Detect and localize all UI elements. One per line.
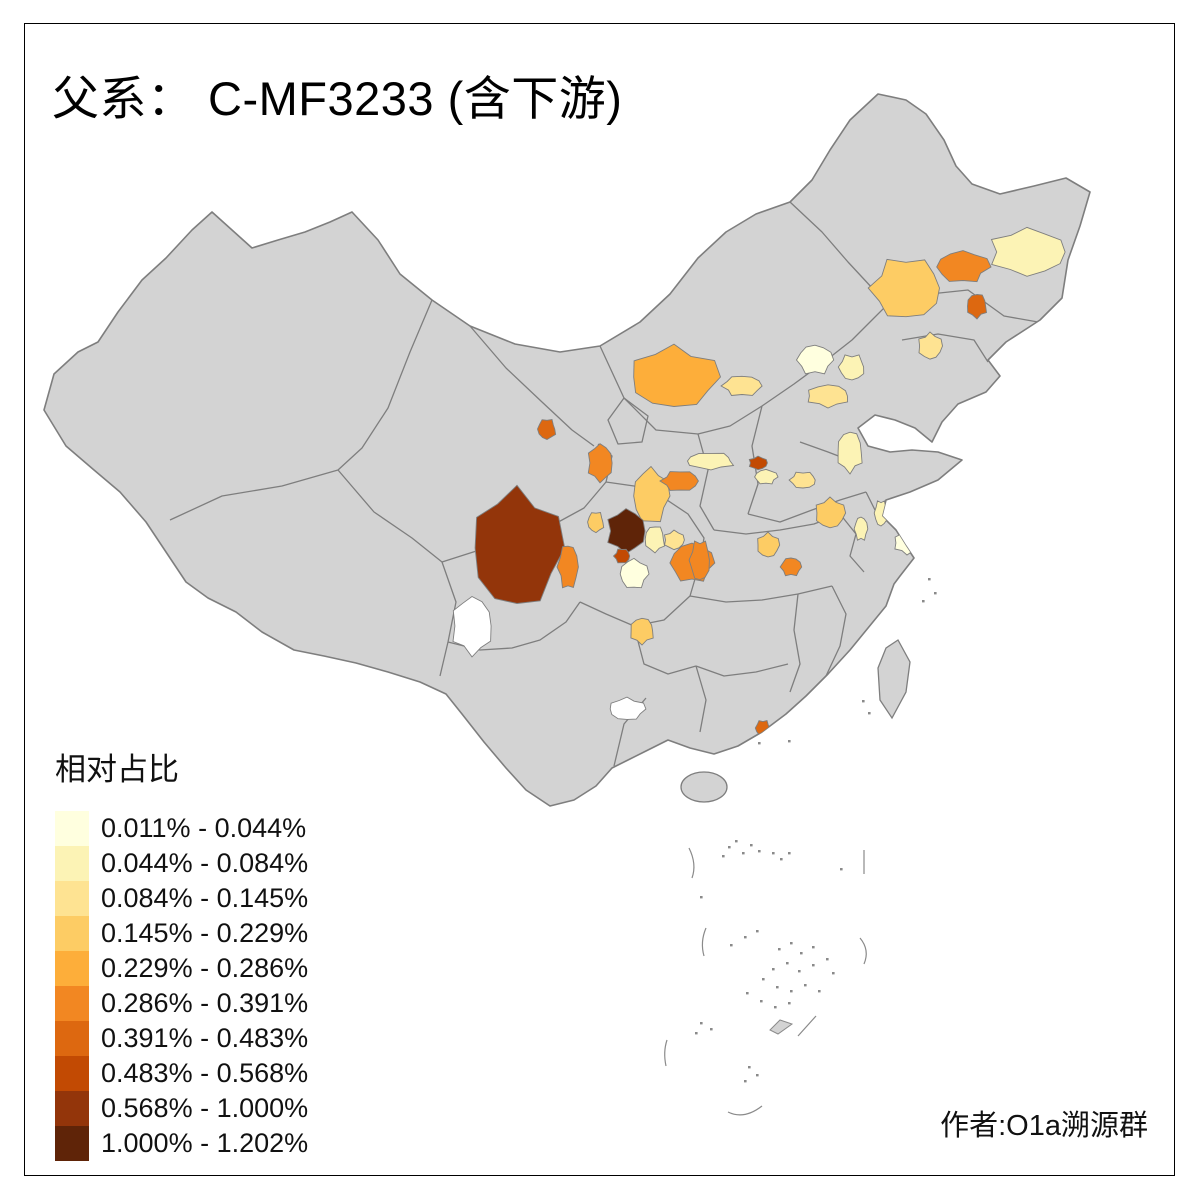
legend-label: 0.084% - 0.145% — [101, 883, 309, 913]
taiwan-island — [877, 639, 911, 720]
map-region — [837, 431, 863, 475]
map-region — [936, 250, 992, 283]
hainan-island — [680, 771, 728, 803]
map-region — [612, 548, 631, 564]
legend-item: 0.391% - 0.483% — [55, 1021, 308, 1056]
legend-title: 相对占比 — [55, 752, 179, 787]
legend-swatch — [55, 1056, 89, 1091]
south-china-sea-islets — [664, 578, 937, 1116]
province-borders — [169, 201, 1039, 767]
map-region — [918, 331, 943, 360]
map-region — [556, 545, 579, 589]
legend-swatch — [55, 881, 89, 916]
legend-label: 0.286% - 0.391% — [101, 988, 309, 1018]
map-region — [795, 344, 835, 375]
map-region — [688, 540, 710, 581]
legend-item: 0.229% - 0.286% — [55, 951, 308, 986]
legend-label: 0.391% - 0.483% — [101, 1023, 309, 1053]
map-title: 父系： C-MF3233 (含下游) — [52, 72, 623, 125]
map-region — [587, 443, 613, 484]
attribution-text: 作者:O1a溯源群 — [940, 1110, 1148, 1142]
map-region — [990, 226, 1066, 277]
legend-label: 0.011% - 0.044% — [101, 813, 307, 843]
map-region — [644, 526, 666, 554]
map-region — [537, 418, 557, 441]
legend-label: 0.229% - 0.286% — [101, 953, 309, 983]
legend-item: 0.568% - 1.000% — [55, 1091, 308, 1126]
map-region — [720, 375, 763, 396]
legend-swatch — [55, 811, 89, 846]
map-region — [837, 354, 865, 381]
map-region — [815, 496, 847, 529]
legend-label: 0.483% - 0.568% — [101, 1058, 309, 1088]
map-region — [587, 511, 605, 534]
map-region — [748, 455, 768, 471]
legend: 相对占比 0.011% - 0.044% 0.044% - 0.084% 0.084… — [55, 744, 308, 1161]
legend-item: 0.145% - 0.229% — [55, 916, 308, 951]
colored-regions — [452, 226, 1066, 737]
map-region — [607, 508, 646, 555]
map-region — [788, 471, 816, 489]
legend-swatch — [55, 986, 89, 1021]
legend-swatch — [55, 1021, 89, 1056]
map-region — [757, 531, 781, 558]
map-region — [873, 500, 888, 527]
map-region — [630, 617, 654, 646]
map-region — [619, 557, 650, 589]
legend-item: 0.044% - 0.084% — [55, 846, 308, 881]
map-region — [686, 452, 735, 471]
map-region — [633, 343, 722, 407]
map-region — [474, 484, 566, 604]
map-region — [659, 471, 699, 491]
legend-label: 0.568% - 1.000% — [101, 1093, 309, 1123]
map-region — [779, 557, 803, 577]
map-region — [609, 696, 647, 720]
legend-swatch — [55, 951, 89, 986]
legend-swatch — [55, 916, 89, 951]
legend-label: 0.044% - 0.084% — [101, 848, 309, 878]
map-region — [853, 516, 869, 541]
legend-swatch — [55, 1091, 89, 1126]
legend-item: 0.483% - 0.568% — [55, 1056, 308, 1091]
legend-items: 0.011% - 0.044% 0.044% - 0.084% 0.084% - 0… — [55, 811, 308, 1161]
legend-item: 0.286% - 0.391% — [55, 986, 308, 1021]
map-region — [967, 294, 987, 320]
legend-item: 1.000% - 1.202% — [55, 1126, 308, 1161]
china-mainland-outline — [43, 93, 1091, 807]
legend-item: 0.011% - 0.044% — [55, 811, 308, 846]
map-region — [663, 529, 685, 551]
legend-label: 0.145% - 0.229% — [101, 918, 309, 948]
map-region — [754, 468, 779, 485]
legend-item: 0.084% - 0.145% — [55, 881, 308, 916]
map-region — [867, 258, 940, 318]
map-region — [807, 384, 849, 409]
legend-label: 1.000% - 1.202% — [101, 1128, 309, 1158]
legend-swatch — [55, 846, 89, 881]
legend-swatch — [55, 1126, 89, 1161]
map-region — [452, 595, 492, 658]
